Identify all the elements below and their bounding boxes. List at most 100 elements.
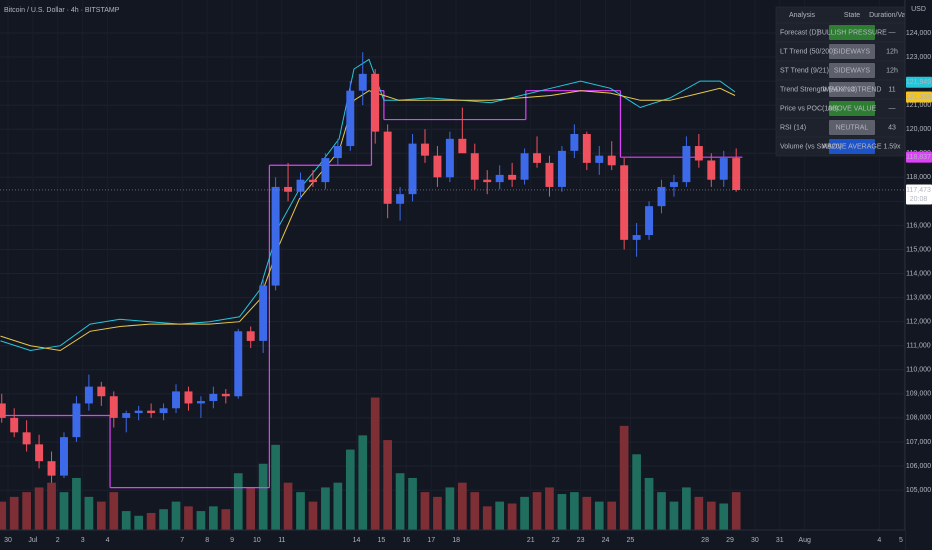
y-tick-label: 106,000	[906, 463, 931, 470]
row-label: LT Trend (50/200)	[780, 48, 835, 55]
row-label: Trend Strength (ADX 14)	[780, 86, 857, 93]
x-tick-label: 4	[106, 537, 110, 544]
volume-bar	[632, 454, 641, 530]
currency-label: USD	[911, 6, 926, 13]
candle-body	[732, 158, 741, 190]
volume-bar	[72, 477, 81, 530]
moving-average-line	[0, 87, 736, 352]
volume-bar	[283, 482, 293, 530]
state-cell	[829, 25, 875, 40]
volume-bar	[731, 492, 741, 530]
volume-bar	[109, 492, 119, 530]
candle-body	[221, 393, 230, 397]
x-tick-label: 25	[626, 537, 634, 544]
candle-body	[645, 206, 654, 236]
y-tick-label: 105,000	[906, 487, 931, 494]
volume-bar	[694, 496, 704, 530]
y-tick-label: 111,000	[906, 343, 930, 350]
x-tick-label: 14	[353, 537, 361, 544]
state-cell	[829, 139, 875, 154]
x-tick-label: 5	[899, 537, 903, 544]
candle-body	[719, 158, 728, 180]
candle-body	[271, 186, 280, 286]
volume-bar	[333, 482, 343, 530]
x-tick-label: 30	[751, 537, 759, 544]
candle-body	[520, 153, 529, 180]
volume-bar	[96, 501, 106, 530]
x-tick-label: 28	[701, 537, 709, 544]
candle-body	[595, 155, 604, 163]
volume-bar	[308, 501, 318, 530]
row-label: Price vs POC(100)	[780, 105, 838, 112]
time-axis-background	[0, 530, 905, 550]
table-header: State	[844, 12, 860, 19]
plot-area	[0, 32, 905, 530]
state-cell	[829, 101, 875, 116]
volume-bar	[383, 440, 393, 530]
y-tick-label: 116,000	[906, 222, 931, 229]
candle-body	[483, 179, 492, 183]
volume-bar	[520, 496, 529, 530]
candle-body	[209, 393, 218, 402]
volume-bar	[719, 503, 729, 530]
candle-body	[470, 153, 479, 180]
candle-body	[159, 408, 168, 414]
volume-bar	[482, 506, 492, 530]
volume-bar	[196, 511, 206, 530]
candle-body	[694, 146, 703, 161]
price-axis: USD 105,000 106,000 107,000 108,000 109,000 11…	[904, 0, 932, 550]
volume-bar	[358, 435, 368, 530]
candle-body	[657, 186, 666, 207]
candle-body	[84, 386, 93, 404]
x-tick-label: 7	[180, 537, 184, 544]
volume-bar	[59, 492, 69, 530]
volume-bar	[594, 501, 604, 530]
volume-bar	[22, 492, 31, 530]
state-cell	[829, 44, 875, 59]
x-tick-label: 18	[452, 537, 460, 544]
state-label: SIDEWAYS	[834, 67, 871, 74]
candle-body	[296, 179, 305, 192]
volume-bar	[669, 501, 679, 530]
volume-bar	[271, 444, 280, 530]
x-tick-label: 9	[230, 537, 234, 544]
volume-bar	[457, 482, 467, 530]
candle-body	[321, 158, 330, 183]
candle-body	[582, 134, 591, 163]
candle-body	[22, 432, 31, 445]
candle-body	[707, 160, 716, 180]
x-tick-label: 31	[776, 537, 784, 544]
y-tick-label: 118,000	[906, 174, 931, 181]
x-tick-label: 3	[81, 537, 85, 544]
y-tick-label: 124,000	[906, 30, 931, 37]
state-label: BULLISH PRESSURE	[817, 29, 887, 36]
x-tick-label: 11	[278, 537, 285, 544]
state-label: ABOVE AVERAGE	[822, 143, 881, 150]
price-badge	[906, 76, 932, 88]
candle-body	[358, 73, 367, 91]
volume-bar	[0, 501, 7, 530]
candle-body	[259, 285, 268, 341]
candle-body	[0, 403, 6, 418]
row-label: ST Trend (9/21)	[780, 67, 829, 74]
volume-bar	[34, 487, 44, 530]
volume-bar	[420, 492, 430, 530]
x-tick-label: 4	[877, 537, 881, 544]
candle-body	[35, 444, 44, 462]
x-tick-label: 24	[602, 537, 610, 544]
candle-body	[396, 194, 405, 204]
candle-body	[371, 73, 380, 132]
price-badge-label: 117,473	[906, 187, 931, 194]
volume-bar	[321, 487, 330, 530]
y-tick-label: 109,000	[906, 391, 931, 398]
candle-body	[458, 138, 467, 154]
volume-bar	[557, 494, 567, 530]
candle-body	[109, 396, 118, 418]
volume-bar	[408, 477, 417, 530]
candle-body	[682, 146, 691, 183]
state-label: NEUTRAL	[836, 124, 869, 131]
volume-bar	[607, 501, 617, 530]
value-label: 1.59x	[883, 143, 901, 150]
candle-body	[284, 186, 293, 192]
